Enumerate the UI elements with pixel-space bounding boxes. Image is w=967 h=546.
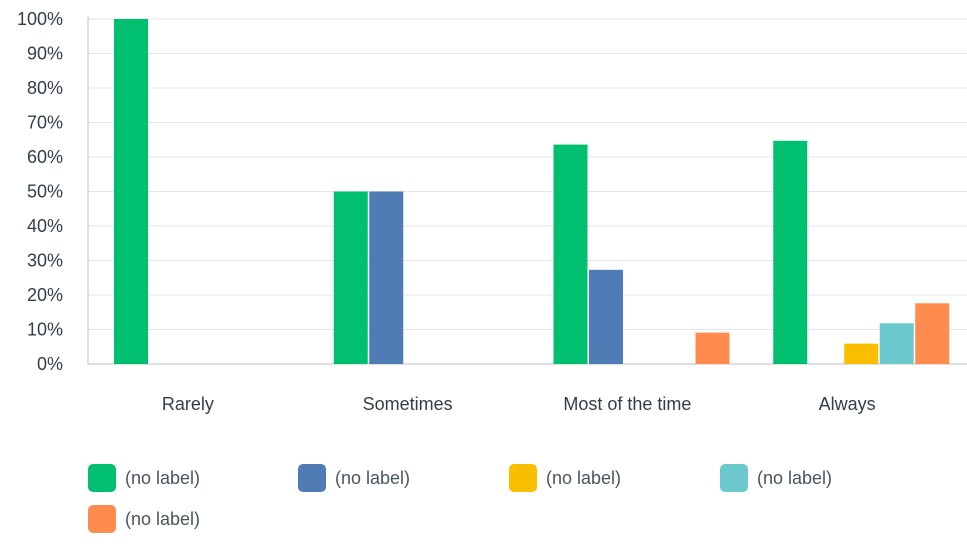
y-tick-label: 90% — [27, 44, 63, 64]
x-category-label: Sometimes — [363, 394, 453, 414]
bar-sometimes-series-2 — [369, 191, 404, 364]
bar-always-series-3 — [844, 343, 879, 364]
legend-label: (no label) — [125, 509, 200, 529]
legend-swatch — [509, 464, 537, 492]
y-tick-label: 30% — [27, 251, 63, 271]
y-tick-label: 100% — [17, 9, 63, 29]
y-tick-label: 40% — [27, 216, 63, 236]
bars — [114, 19, 950, 364]
bar-most-of-the-time-series-1 — [553, 144, 588, 364]
y-tick-label: 20% — [27, 285, 63, 305]
bar-always-series-1 — [773, 140, 808, 364]
y-tick-label: 10% — [27, 320, 63, 340]
legend-label: (no label) — [335, 468, 410, 488]
bar-most-of-the-time-series-5 — [695, 332, 730, 364]
legend-swatch — [720, 464, 748, 492]
legend: (no label) (no label) (no label) (no label)… — [88, 464, 832, 533]
bar-always-series-4 — [879, 323, 914, 364]
legend-label: (no label) — [757, 468, 832, 488]
legend-label: (no label) — [125, 468, 200, 488]
y-tick-label: 60% — [27, 147, 63, 167]
x-category-label: Rarely — [162, 394, 214, 414]
x-category-label: Always — [819, 394, 876, 414]
legend-swatch — [88, 464, 116, 492]
legend-label: (no label) — [546, 468, 621, 488]
bar-most-of-the-time-series-2 — [589, 269, 623, 364]
y-tick-label: 80% — [27, 78, 63, 98]
y-tick-label: 70% — [27, 113, 63, 133]
x-category-label: Most of the time — [563, 394, 691, 414]
y-axis: 0% 10% 20% 30% 40% 50% 60% 70% 80% 90% 100% — [17, 9, 89, 374]
bar-sometimes-series-1 — [333, 191, 368, 364]
bar-rarely-series-1 — [114, 19, 148, 364]
gridlines — [88, 18, 967, 365]
legend-swatch — [298, 464, 326, 492]
y-tick-label: 0% — [37, 354, 63, 374]
y-tick-label: 50% — [27, 182, 63, 202]
bar-always-series-5 — [915, 303, 950, 364]
x-axis: Rarely Sometimes Most of the time Always — [162, 394, 876, 414]
legend-swatch — [88, 505, 116, 533]
